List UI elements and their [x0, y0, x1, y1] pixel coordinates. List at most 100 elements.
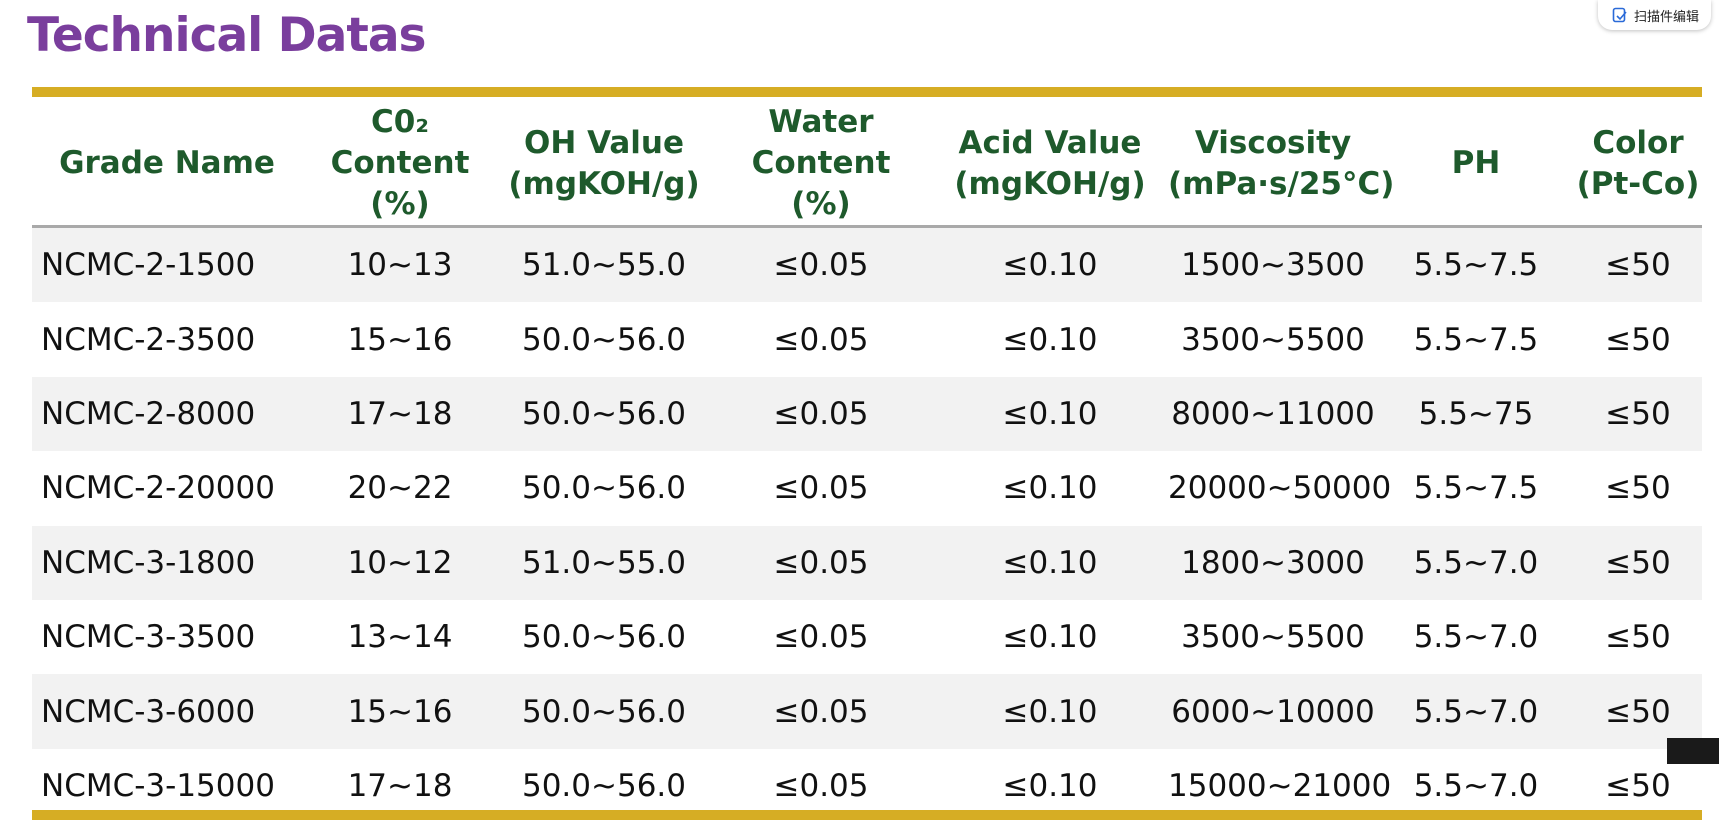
spec-value: 50.0~56.0 [521, 619, 687, 656]
spec-value: 1500~3500 [1168, 226, 1378, 303]
spec-value: 13~14 [347, 619, 453, 656]
header-line: (mPa·s/25°C) [1168, 165, 1395, 202]
header-line: Grade Name [59, 145, 275, 181]
spec-value: 15~16 [302, 674, 498, 749]
page-title: Technical Datas [27, 8, 427, 63]
header-cell: Viscosity (mPa·s/25°C) [1168, 102, 1395, 228]
table-row: NCMC-3-3500 13~14 50.0~56.0 ≤0.05 ≤0.10 3500~… [32, 600, 1702, 674]
spec-value: ≤50 [1605, 321, 1671, 358]
spec-value: ≤50 [1574, 674, 1702, 749]
spec-value: ≤0.10 [932, 226, 1168, 303]
grade-name: NCMC-2-3500 [41, 321, 256, 358]
spec-value: 50.0~56.0 [521, 767, 687, 804]
spec-value: ≤0.05 [710, 376, 932, 452]
header-line: Water Content [751, 104, 891, 181]
spec-value: 15~16 [347, 321, 453, 358]
spec-value: 50.0~56.0 [521, 321, 687, 358]
spec-value: 5.5~7.0 [1413, 767, 1539, 804]
spec-value: 20~22 [347, 470, 453, 507]
spec-value: ≤0.10 [1002, 619, 1098, 656]
header-cell: Color (Pt-Co) [1574, 102, 1702, 228]
grade-name: NCMC-3-3500 [41, 619, 256, 656]
spec-value: ≤50 [1574, 525, 1702, 600]
spec-value: ≤0.05 [773, 619, 869, 656]
keyboard-widget[interactable] [1667, 738, 1719, 764]
header-line: Acid Value [958, 124, 1142, 161]
bottom-rule [32, 810, 1702, 820]
table-row: NCMC-2-20000 20~22 50.0~56.0 ≤0.05 ≤0.10 2000… [32, 451, 1702, 525]
spec-value: 51.0~55.0 [498, 525, 710, 600]
spec-value: 3500~5500 [1181, 321, 1365, 358]
spec-value: ≤0.10 [932, 525, 1168, 600]
table-row: NCMC-3-6000 15~16 50.0~56.0 ≤0.05 ≤0.10 6000~… [32, 674, 1702, 749]
header-row: Grade Name C0₂ Content (%) OH Value (mgKOH/g… [32, 102, 1702, 228]
table-row: NCMC-3-15000 17~18 50.0~56.0 ≤0.05 ≤0.10 1500… [32, 749, 1702, 823]
spec-value: ≤50 [1605, 767, 1671, 804]
header-line: Color [1592, 124, 1684, 161]
table-row: NCMC-3-1800 10~12 51.0~55.0 ≤0.05 ≤0.10 1800~… [32, 525, 1702, 600]
header-cell: Grade Name [32, 102, 302, 228]
spec-value: 5.5~7.5 [1378, 226, 1574, 303]
top-rule [32, 87, 1702, 97]
spec-value: 5.5~7.5 [1413, 470, 1539, 507]
header-line: PH [1451, 145, 1501, 181]
spec-value: 8000~11000 [1168, 376, 1378, 452]
scan-label: 扫描件编辑 [1633, 9, 1699, 25]
spec-value: 5.5~7.0 [1378, 674, 1574, 749]
spec-value: ≤0.10 [1002, 470, 1098, 507]
spec-value: 17~18 [302, 376, 498, 452]
spec-value: 5.5~7.0 [1378, 525, 1574, 600]
grade-name: NCMC-2-20000 [41, 470, 275, 507]
table-row: NCMC-2-3500 15~16 50.0~56.0 ≤0.05 ≤0.10 3500~… [32, 302, 1702, 376]
header-line: (Pt-Co) [1576, 165, 1700, 202]
header-cell: OH Value (mgKOH/g) [498, 102, 710, 228]
spec-value: 17~18 [347, 767, 453, 804]
header-line: (%) [791, 186, 851, 222]
spec-value: 5.5~7.5 [1413, 321, 1539, 358]
header-cell: Acid Value (mgKOH/g) [932, 102, 1168, 228]
scan-edit-button[interactable]: 扫描件编辑 [1597, 0, 1711, 30]
spec-value: 6000~10000 [1168, 674, 1378, 749]
spec-value: ≤0.10 [1002, 767, 1098, 804]
spec-value: 20000~50000 [1168, 470, 1392, 507]
scan-icon [1612, 7, 1627, 23]
spec-value: 5.5~7.0 [1413, 619, 1539, 656]
grade-name: NCMC-2-1500 [32, 226, 302, 303]
table-row: NCMC-2-1500 10~13 51.0~55.0 ≤0.05 ≤0.10 1500~… [32, 226, 1702, 303]
spec-value: ≤50 [1605, 619, 1671, 656]
spec-value: ≤0.10 [932, 674, 1168, 749]
header-line: Viscosity [1194, 124, 1352, 161]
header-line: OH Value [523, 124, 685, 161]
spec-value: 10~12 [302, 525, 498, 600]
spec-value: 50.0~56.0 [498, 376, 710, 452]
spec-value: 15000~21000 [1168, 767, 1392, 804]
header-cell: Water Content (%) [710, 102, 932, 228]
header-cell: PH [1378, 102, 1574, 228]
spec-value: 50.0~56.0 [521, 470, 687, 507]
spec-value: ≤0.05 [773, 767, 869, 804]
spec-value: 51.0~55.0 [498, 226, 710, 303]
grade-name: NCMC-3-6000 [32, 674, 302, 749]
spec-value: ≤0.05 [710, 674, 932, 749]
spec-value: 50.0~56.0 [498, 674, 710, 749]
spec-table: Grade Name C0₂ Content (%) OH Value (mgKOH/g… [32, 102, 1702, 823]
spec-value: ≤50 [1605, 470, 1671, 507]
spec-value: ≤50 [1574, 226, 1702, 303]
header-line: (mgKOH/g) [508, 165, 700, 202]
spec-value: ≤0.05 [773, 470, 869, 507]
grade-name: NCMC-2-8000 [32, 376, 302, 452]
spec-value: 1800~3000 [1168, 525, 1378, 600]
header-line: (mgKOH/g) [954, 165, 1146, 202]
spec-value: ≤50 [1574, 376, 1702, 452]
table-body: NCMC-2-1500 10~13 51.0~55.0 ≤0.05 ≤0.10 1500~… [32, 226, 1702, 823]
header-line: C0₂ Content [330, 104, 470, 181]
spec-value: ≤0.10 [932, 376, 1168, 452]
spec-value: 5.5~75 [1378, 376, 1574, 452]
spec-value: ≤0.05 [710, 226, 932, 303]
spec-value: ≤0.10 [1002, 321, 1098, 358]
spec-value: 10~13 [302, 226, 498, 303]
grade-name: NCMC-3-1800 [32, 525, 302, 600]
spec-value: 3500~5500 [1181, 619, 1365, 656]
grade-name: NCMC-3-15000 [41, 767, 275, 804]
